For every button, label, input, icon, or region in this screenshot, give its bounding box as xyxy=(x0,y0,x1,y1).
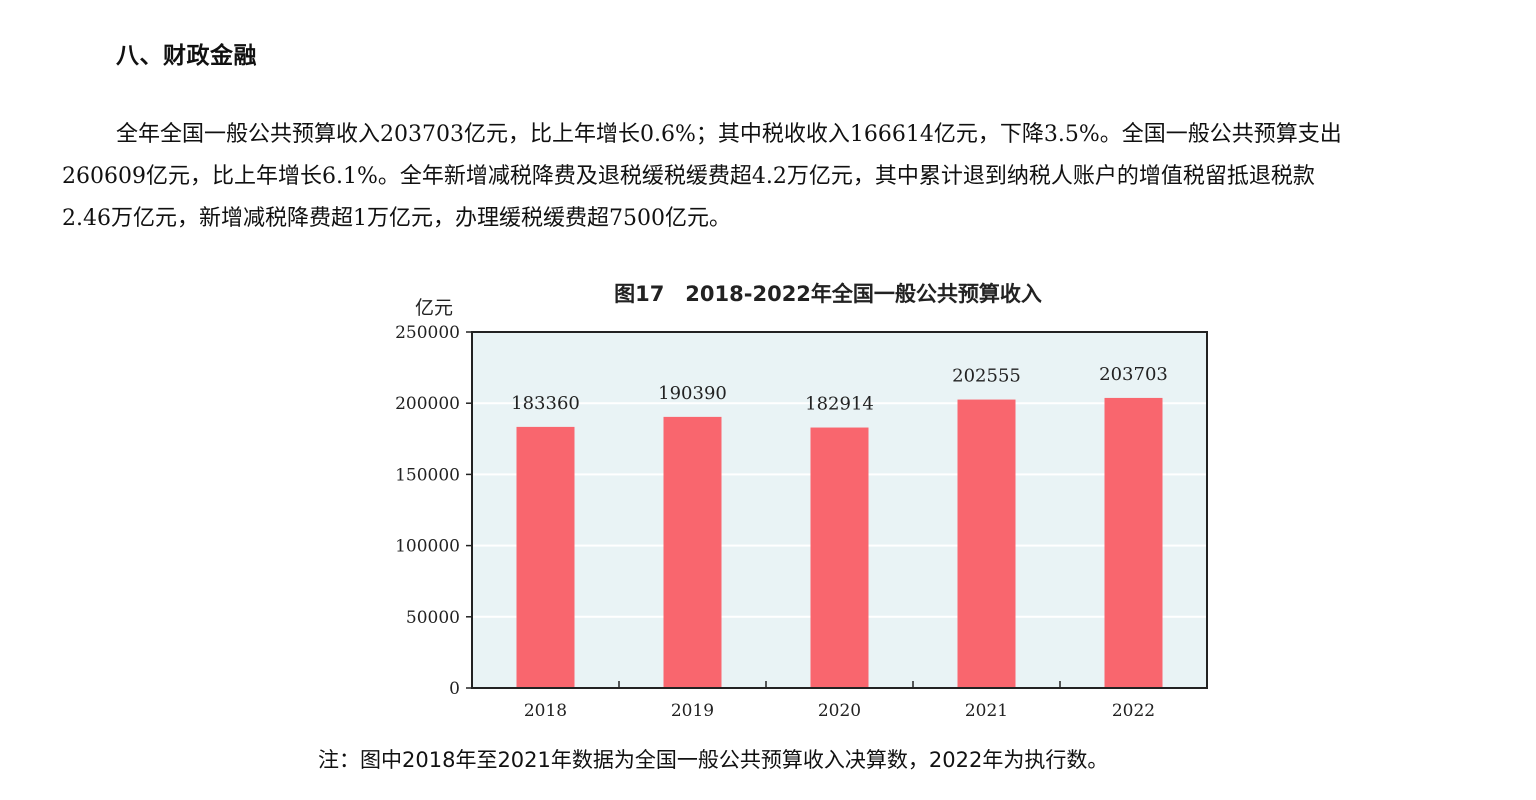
bar-2021 xyxy=(957,399,1016,688)
chart-title: 图17 2018-2022年全国一般公共预算收入 xyxy=(614,282,1042,306)
x-tick-label-2022: 2022 xyxy=(1112,701,1155,721)
data-label-2020: 182914 xyxy=(805,394,874,415)
bars xyxy=(516,397,1163,688)
paragraph-line: 260609亿元，比上年增长6.1%。全年新增减税降费及退税缓税缓费超4.2万亿… xyxy=(62,164,1315,189)
body-paragraph: 全年全国一般公共预算收入203703亿元，比上年增长0.6%；其中税收收入166… xyxy=(62,114,1494,240)
y-tick-label: 100000 xyxy=(395,537,460,557)
bar-2018 xyxy=(516,426,575,688)
y-tick-label: 200000 xyxy=(395,394,460,414)
paragraph-line: 全年全国一般公共预算收入203703亿元，比上年增长0.6%；其中税收收入166… xyxy=(116,122,1342,147)
y-tick-label: 0 xyxy=(449,679,460,699)
revenue-bar-chart: 图17 2018-2022年全国一般公共预算收入 亿元 0 50000 100000… xyxy=(395,282,1208,721)
y-tick-label: 50000 xyxy=(406,608,460,628)
data-label-2018: 183360 xyxy=(511,393,580,414)
plot-frame xyxy=(471,331,1208,689)
paragraph-line: 2.46万亿元，新增减税降费超1万亿元，办理缓税缓费超7500亿元。 xyxy=(62,206,731,231)
y-axis-unit-label: 亿元 xyxy=(415,297,453,319)
bar-2020 xyxy=(810,427,869,688)
data-label-2022: 203703 xyxy=(1099,364,1168,385)
data-labels: 183360 190390 182914 202555 203703 xyxy=(511,364,1168,415)
y-tick-label: 250000 xyxy=(395,323,460,343)
y-axis-ticks: 0 50000 100000 150000 200000 250000 xyxy=(395,323,472,699)
data-label-2021: 202555 xyxy=(952,366,1021,387)
x-tick-label-2018: 2018 xyxy=(524,701,567,721)
y-tick-label: 150000 xyxy=(395,465,460,485)
bar-2022 xyxy=(1104,397,1163,688)
data-label-2019: 190390 xyxy=(658,383,727,404)
x-tick-label-2019: 2019 xyxy=(671,701,714,721)
chart-note: 注：图中2018年至2021年数据为全国一般公共预算收入决算数，2022年为执行… xyxy=(318,748,1109,772)
section-heading: 八、财政金融 xyxy=(116,43,257,69)
x-tick-label-2020: 2020 xyxy=(818,701,861,721)
x-tick-label-2021: 2021 xyxy=(965,701,1008,721)
x-axis-ticks: 2018 2019 2020 2021 2022 xyxy=(524,681,1155,721)
bar-2019 xyxy=(663,416,722,688)
